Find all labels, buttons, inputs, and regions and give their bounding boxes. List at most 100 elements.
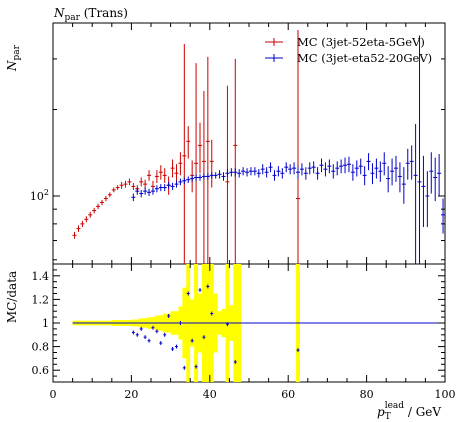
data-point — [429, 152, 434, 194]
data-point — [354, 160, 359, 177]
data-point — [405, 148, 410, 180]
x-tick-label: 40 — [203, 388, 217, 401]
data-point — [170, 182, 175, 190]
data-point — [178, 152, 183, 176]
main-y-label-main: N — [5, 60, 19, 72]
data-point — [370, 163, 375, 185]
data-point — [233, 168, 238, 177]
data-point — [350, 164, 355, 181]
chart-title-sub: par — [65, 13, 81, 23]
ratio-point — [147, 338, 151, 343]
data-point — [311, 161, 316, 174]
ratio-y-tick-label: 1 — [42, 317, 49, 330]
data-point — [335, 161, 340, 176]
data-point — [323, 162, 328, 177]
ratio-points-group — [131, 284, 300, 370]
data-point — [178, 178, 183, 186]
data-point — [394, 155, 398, 182]
data-point — [76, 225, 81, 232]
data-point — [296, 30, 300, 264]
data-point — [386, 166, 391, 193]
data-point — [143, 179, 148, 189]
chart-title: Npar (Trans) — [53, 6, 128, 23]
data-point — [237, 169, 242, 178]
data-point — [319, 158, 324, 173]
ratio-point — [174, 344, 178, 349]
data-point — [346, 156, 351, 173]
data-point — [413, 124, 418, 264]
main-y-label-sub: par — [12, 44, 22, 60]
data-point — [72, 231, 77, 239]
data-point — [378, 161, 383, 182]
ratio-point — [182, 365, 186, 370]
ratio-y-axis-label: MC/data — [5, 271, 19, 323]
data-point — [119, 181, 124, 189]
data-point — [233, 58, 238, 264]
data-point — [158, 184, 163, 192]
data-point — [441, 198, 446, 234]
data-point — [139, 177, 144, 187]
data-point — [127, 178, 132, 186]
data-point — [147, 170, 152, 181]
x-tick-label: 100 — [435, 388, 456, 401]
data-point — [194, 174, 199, 181]
data-point — [166, 181, 171, 189]
data-point — [288, 164, 293, 175]
data-point — [96, 203, 101, 210]
ratio-point — [167, 313, 171, 318]
data-point — [186, 126, 191, 159]
ratio-point — [178, 321, 182, 325]
legend-label-red: MC (3jet-52eta-5GeV) — [297, 35, 425, 49]
data-point — [92, 207, 97, 214]
data-point — [397, 162, 402, 193]
legend-label-blue: MC (3jet-eta52-20GeV) — [297, 51, 432, 65]
data-point — [225, 169, 230, 178]
data-point — [256, 169, 261, 178]
data-point — [245, 168, 250, 177]
data-point — [190, 175, 195, 182]
data-point — [307, 162, 312, 175]
data-point — [143, 187, 148, 195]
main-y-axis-ticks: 102 — [30, 22, 445, 261]
ratio-point — [171, 346, 175, 351]
data-point — [201, 173, 206, 180]
data-point — [100, 199, 104, 206]
data-point — [80, 220, 85, 228]
data-point — [417, 35, 422, 264]
ratio-point — [186, 291, 190, 296]
data-point — [131, 193, 136, 202]
data-point — [433, 157, 438, 202]
data-point — [284, 162, 289, 173]
data-point — [115, 185, 120, 190]
ratio-y-tick-label: 1.2 — [32, 293, 50, 306]
data-point — [84, 216, 89, 223]
data-point — [374, 158, 379, 179]
ratio-point — [190, 338, 194, 343]
ratio-point — [131, 330, 135, 335]
data-point — [217, 170, 222, 179]
data-point — [198, 122, 202, 174]
chart-title-rest: (Trans) — [80, 6, 128, 20]
data-point — [198, 174, 202, 181]
data-point — [331, 164, 336, 179]
data-point — [260, 164, 265, 175]
data-point — [362, 166, 367, 186]
legend-entry-red: MC (3jet-52eta-5GeV) — [265, 35, 425, 49]
data-point — [268, 162, 273, 173]
x-axis-label: pTlead / GeV — [377, 401, 441, 422]
data-point — [182, 177, 187, 185]
main-series-group — [72, 30, 446, 264]
x-label-unit: / GeV — [404, 405, 441, 419]
data-point — [154, 170, 159, 183]
data-point — [135, 187, 140, 195]
main-y-axis-label: Npar — [5, 44, 22, 72]
data-point — [390, 158, 395, 186]
data-point — [209, 139, 214, 188]
data-point — [150, 187, 155, 195]
ratio-point — [225, 322, 229, 327]
data-point — [174, 164, 179, 183]
data-point — [194, 63, 199, 264]
data-point — [209, 172, 214, 179]
data-point — [292, 162, 297, 175]
series-red — [72, 30, 300, 264]
